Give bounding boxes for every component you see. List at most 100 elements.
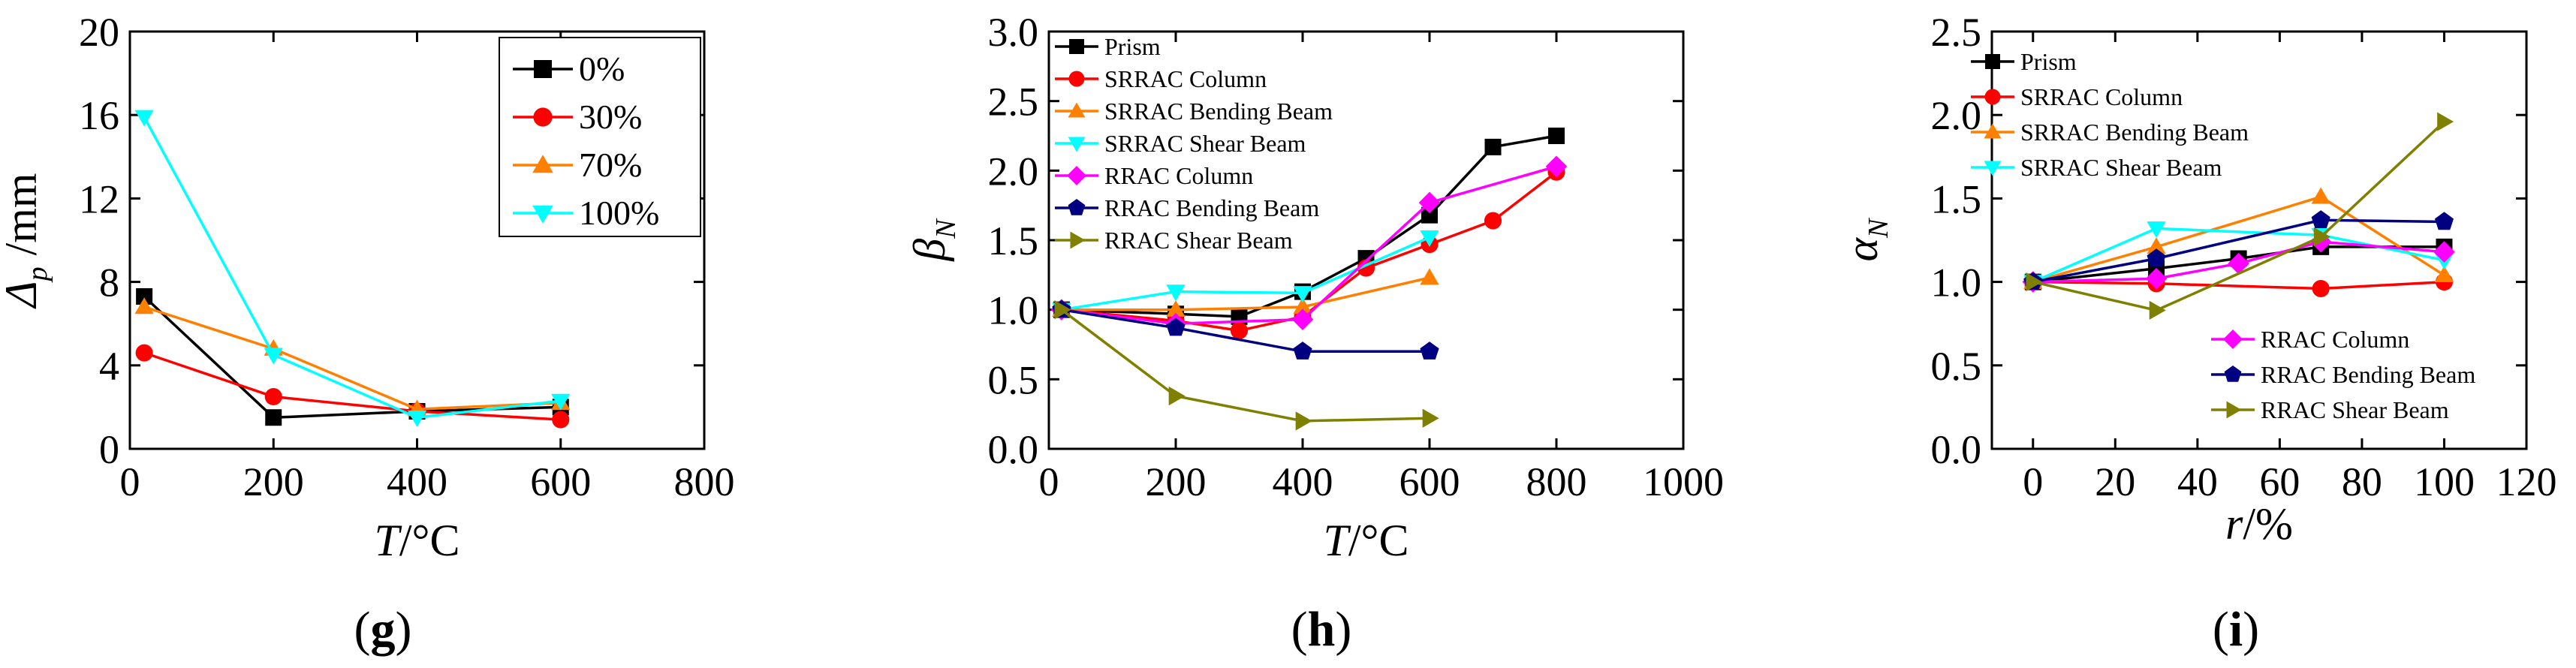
data-point bbox=[2147, 237, 2166, 254]
x-tick-label: 120 bbox=[2496, 459, 2557, 504]
legend: Prism SRRAC Column SRRAC Bending Beam SRRAC… bbox=[1971, 48, 2475, 423]
y-tick-label: 0.0 bbox=[988, 427, 1039, 472]
series-line bbox=[143, 351, 561, 421]
x-axis-title-unit: /°C bbox=[399, 516, 460, 565]
x-axis-title: T/°C bbox=[1323, 516, 1409, 565]
data-point bbox=[2312, 279, 2330, 298]
data-point bbox=[136, 288, 153, 305]
y-axis-title-symbol: Δ bbox=[0, 281, 46, 308]
legend-marker bbox=[1067, 166, 1086, 185]
y-tick-label: 1.0 bbox=[988, 288, 1039, 333]
data-point bbox=[1166, 317, 1186, 336]
legend-label: SRRAC Shear Beam bbox=[2020, 154, 2222, 181]
legend-marker bbox=[534, 60, 552, 78]
y-tick-label: 2.5 bbox=[988, 80, 1039, 125]
data-point bbox=[2311, 187, 2330, 204]
legend-label: 70% bbox=[579, 146, 642, 184]
series-line bbox=[143, 295, 561, 420]
data-point bbox=[1168, 386, 1186, 406]
y-tick-label: 1.5 bbox=[1931, 176, 1982, 221]
x-tick-label: 400 bbox=[387, 459, 447, 504]
y-tick-label: 0.5 bbox=[1931, 344, 1982, 389]
series-line bbox=[1060, 308, 1430, 423]
y-tick-label: 8 bbox=[99, 260, 119, 305]
series-line bbox=[143, 305, 561, 411]
y-tick-label: 0 bbox=[99, 427, 119, 472]
y-tick-label: 4 bbox=[99, 344, 119, 389]
legend-marker bbox=[1984, 89, 2001, 105]
x-tick-label: 600 bbox=[1399, 459, 1460, 504]
data-point bbox=[1545, 155, 1568, 178]
data-point bbox=[135, 344, 153, 362]
legend-marker bbox=[1068, 102, 1086, 118]
data-point bbox=[2147, 221, 2166, 239]
panel-label-paren: ) bbox=[396, 602, 412, 657]
y-axis-title-subscript: N bbox=[1863, 217, 1894, 239]
data-point bbox=[1422, 408, 1439, 428]
legend-marker bbox=[1068, 71, 1085, 87]
legend-label: 100% bbox=[579, 194, 659, 232]
data-point bbox=[1166, 284, 1186, 302]
x-axis-title-symbol: r bbox=[2225, 499, 2243, 549]
data-point bbox=[265, 409, 282, 426]
series-line bbox=[143, 116, 562, 420]
y-axis-title-unit: /mm bbox=[0, 173, 46, 266]
panel-label: (i) bbox=[2213, 602, 2259, 657]
data-point bbox=[1420, 268, 1439, 285]
legend-label: Prism bbox=[2020, 48, 2077, 75]
y-tick-label: 2.0 bbox=[988, 149, 1039, 194]
data-point bbox=[1293, 342, 1312, 360]
series-line bbox=[1061, 236, 1430, 311]
panel-label: (g) bbox=[354, 602, 412, 657]
panel-label-letter: i bbox=[2229, 602, 2243, 657]
data-point bbox=[2149, 300, 2166, 320]
legend-marker bbox=[1069, 39, 1084, 54]
legend: Prism SRRAC Column SRRAC Bending Beam SRRAC… bbox=[1055, 33, 1333, 254]
data-point bbox=[2313, 227, 2330, 247]
panel-label-paren: ( bbox=[1291, 602, 1308, 657]
data-point bbox=[2434, 212, 2454, 230]
data-point bbox=[1166, 300, 1186, 317]
y-tick-label: 12 bbox=[79, 176, 119, 221]
y-axis-title-subscript: N bbox=[930, 218, 962, 239]
legend-label: SRRAC Shear Beam bbox=[1104, 130, 1306, 157]
chart-0: 0 200 400 600 800 0 4 8 12 16 20 T/°C Δp /mm 0% 30% 70%… bbox=[0, 10, 735, 657]
data-point bbox=[1420, 342, 1439, 360]
x-tick-label: 800 bbox=[674, 459, 735, 504]
series-line bbox=[2032, 218, 2445, 284]
chart-2: 0 20 40 60 80 100 120 0.0 0.5 1.0 1.5 2.0 2.5 r/% αN Pr… bbox=[1837, 10, 2557, 657]
data-point bbox=[1054, 300, 1071, 320]
data-point bbox=[2145, 267, 2168, 290]
y-tick-label: 2.0 bbox=[1931, 93, 1982, 138]
data-point bbox=[1420, 230, 1439, 247]
legend-label: RRAC Column bbox=[1104, 162, 1253, 189]
data-point bbox=[1295, 411, 1312, 431]
data-point bbox=[2228, 252, 2249, 275]
legend-marker bbox=[1070, 231, 1086, 249]
data-point bbox=[1548, 128, 1565, 144]
x-tick-label: 1000 bbox=[1643, 459, 1724, 504]
panel-label-paren: ) bbox=[1335, 602, 1351, 657]
series-70 bbox=[134, 297, 571, 417]
data-point bbox=[2434, 266, 2454, 283]
series-rrac-shear-beam bbox=[1054, 300, 1439, 431]
x-axis-title: T/°C bbox=[374, 516, 459, 565]
data-point bbox=[1484, 138, 1502, 155]
panel-label-paren: ( bbox=[354, 602, 371, 657]
x-tick-label: 20 bbox=[2095, 459, 2135, 504]
x-tick-label: 800 bbox=[1526, 459, 1587, 504]
legend-label: Prism bbox=[1104, 33, 1161, 60]
data-point bbox=[2311, 210, 2330, 228]
y-axis-title-subscript: p bbox=[22, 266, 53, 283]
series-100 bbox=[134, 110, 571, 427]
panel-label-paren: ( bbox=[2213, 602, 2229, 657]
x-axis-title: r/% bbox=[2225, 499, 2293, 549]
y-axis-title: βN bbox=[905, 218, 962, 262]
x-tick-label: 40 bbox=[2177, 459, 2218, 504]
panel-label: (h) bbox=[1291, 602, 1352, 657]
legend-marker bbox=[2223, 329, 2243, 349]
legend-label: 30% bbox=[579, 98, 642, 136]
panel-label-paren: ) bbox=[2243, 602, 2259, 657]
y-tick-label: 1.0 bbox=[1931, 260, 1982, 305]
legend-label: SRRAC Bending Beam bbox=[2020, 119, 2249, 146]
